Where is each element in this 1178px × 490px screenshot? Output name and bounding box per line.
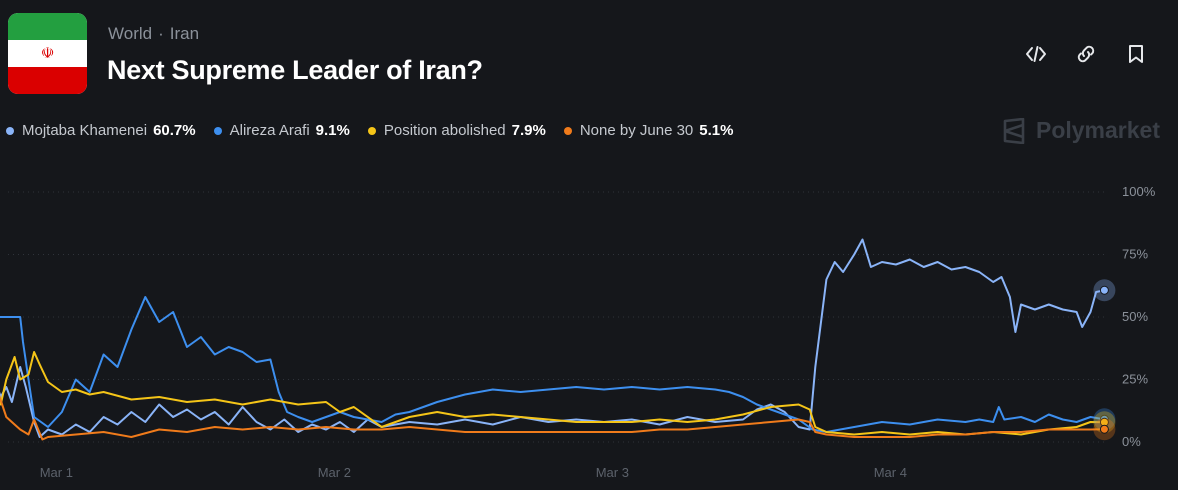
bookmark-button[interactable] [1124, 42, 1148, 66]
embed-icon [1026, 46, 1046, 62]
legend-value: 60.7% [153, 122, 196, 139]
legend-label: Alireza Arafi [229, 122, 310, 139]
legend-value: 5.1% [699, 122, 734, 139]
embed-button[interactable] [1024, 42, 1048, 66]
legend-dot [6, 126, 14, 135]
brand-label: Polymarket [1035, 117, 1160, 143]
x-tick-label: Mar 1 [40, 465, 73, 480]
legend-dot [367, 126, 376, 135]
series-line-mojtaba-khamenei[interactable] [0, 238, 1106, 438]
legend-item-position-abolished[interactable]: Position abolished 7.9% [367, 122, 546, 139]
legend-item-arafi[interactable]: Alireza Arafi 9.1% [213, 122, 350, 139]
polymarket-icon [1003, 117, 1025, 144]
action-bar [1024, 42, 1148, 66]
series-line-none-by-june-30[interactable] [0, 355, 1106, 441]
y-tick-label: 0% [1122, 434, 1141, 449]
breadcrumb-iran[interactable]: Iran [169, 24, 200, 43]
legend-dot [213, 126, 222, 135]
polymarket-logo: Polymarket [1002, 117, 1160, 144]
breadcrumb-world[interactable]: World [108, 24, 153, 43]
iran-flag-icon: ☫ [8, 13, 87, 94]
price-chart[interactable]: 0% 25% 50% 75% 100% Mar 1 Mar 2 Mar 3 Mar 4 [0, 170, 1178, 490]
legend-value: 9.1% [315, 122, 350, 139]
y-tick-label: 100% [1122, 184, 1156, 199]
breadcrumb: World · Iran [108, 24, 199, 44]
x-tick-label: Mar 2 [318, 465, 351, 480]
y-tick-label: 25% [1122, 372, 1148, 387]
legend-item-none-by-june[interactable]: None by June 30 5.1% [563, 122, 734, 139]
link-icon [1077, 45, 1095, 63]
y-tick-label: 75% [1122, 247, 1148, 262]
series-line-position-abolished[interactable] [0, 351, 1106, 436]
legend-label: Position abolished [383, 122, 506, 139]
legend-label: None by June 30 [579, 122, 694, 139]
legend-label: Mojtaba Khamenei [22, 122, 148, 139]
legend-value: 7.9% [511, 122, 546, 139]
x-tick-label: Mar 3 [596, 465, 629, 480]
y-tick-label: 50% [1122, 309, 1148, 324]
legend-item-khamenei[interactable]: Mojtaba Khamenei 60.7% [6, 122, 196, 139]
series-line-alireza-arafi[interactable] [0, 296, 1106, 433]
bookmark-icon [1129, 45, 1143, 63]
legend: Mojtaba Khamenei 60.7% Alireza Arafi 9.1… [6, 122, 751, 139]
legend-dot [563, 126, 572, 135]
x-tick-label: Mar 4 [874, 465, 907, 480]
series-end-dot[interactable] [1099, 424, 1109, 434]
page-title: Next Supreme Leader of Iran? [107, 55, 483, 85]
breadcrumb-separator: · [158, 24, 164, 43]
copy-link-button[interactable] [1074, 42, 1098, 66]
series-end-dot[interactable] [1099, 285, 1109, 295]
